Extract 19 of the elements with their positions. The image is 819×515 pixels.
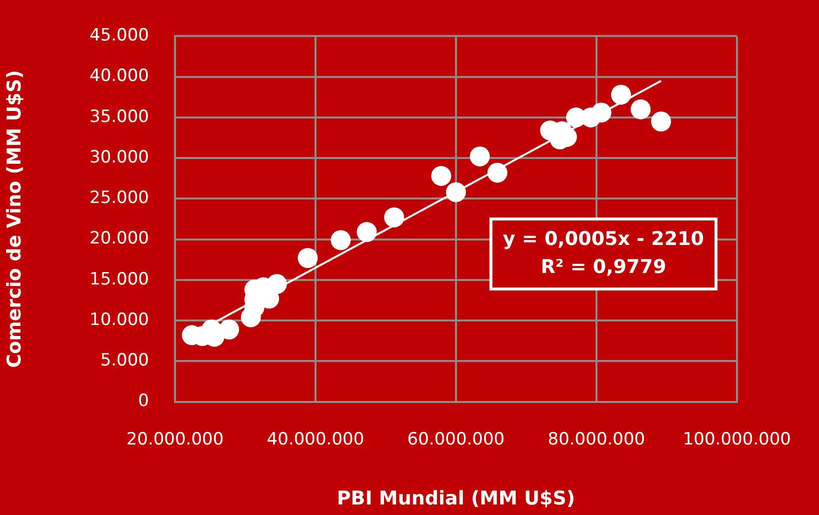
y-tick-label: 15.000 <box>90 269 149 290</box>
y-tick-label: 0 <box>138 391 149 412</box>
x-tick-label: 60.000.000 <box>407 429 505 450</box>
y-tick-label: 10.000 <box>90 310 149 330</box>
x-tick-label: 20.000.000 <box>126 429 224 450</box>
x-tick-label: 100.000.000 <box>682 429 792 450</box>
x-tick-label: 40.000.000 <box>266 429 364 450</box>
y-axis-title: Comercio de Vino (MM U$S) <box>3 70 26 368</box>
y-tick-label: 40.000 <box>90 66 149 86</box>
x-axis-title: PBI Mundial (MM U$S) <box>336 488 576 510</box>
annotation: R² = 0,9779 <box>540 256 666 278</box>
y-tick-label: 20.000 <box>90 228 149 249</box>
y-tick-label: 25.000 <box>90 188 149 208</box>
y-tick-label: 45.000 <box>90 26 149 46</box>
y-tick-label: 35.000 <box>90 106 149 127</box>
x-tick-label: 80.000.000 <box>548 429 646 450</box>
y-tick-label: 5.000 <box>100 350 149 371</box>
y-tick-label: 30.000 <box>90 147 149 168</box>
annotation: y = 0,0005x - 2210 <box>502 228 704 250</box>
